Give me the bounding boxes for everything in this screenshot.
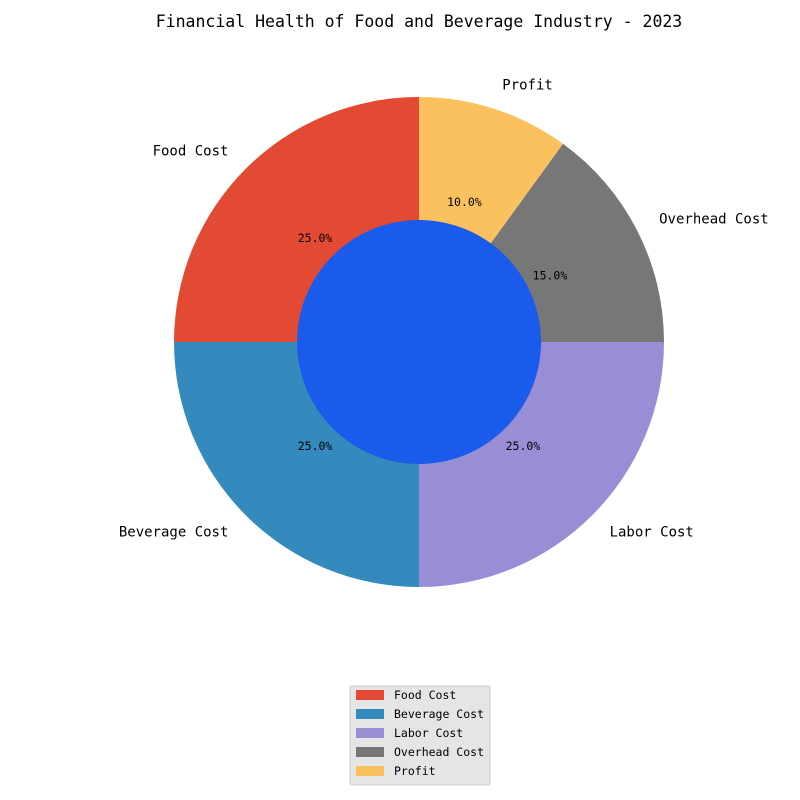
percent-labels: 25.0% 25.0% 25.0% 15.0% 10.0% (298, 195, 568, 453)
percent-label-overhead-cost: 15.0% (533, 268, 568, 282)
legend-label-overhead-cost: Overhead Cost (394, 745, 484, 759)
slice-label-overhead-cost: Overhead Cost (659, 212, 769, 228)
legend-label-profit: Profit (394, 764, 436, 778)
slice-labels: Food Cost Beverage Cost Labor Cost Overhead… (119, 78, 769, 541)
legend-swatch-beverage-cost (356, 709, 384, 719)
legend: Food Cost Beverage Cost Labor Cost Overhead… (349, 685, 491, 786)
legend-label-food-cost: Food Cost (394, 688, 456, 702)
percent-label-beverage-cost: 25.0% (298, 439, 333, 453)
legend-swatch-overhead-cost (356, 747, 384, 757)
legend-swatch-food-cost (356, 690, 384, 700)
legend-label-labor-cost: Labor Cost (394, 726, 463, 740)
percent-label-labor-cost: 25.0% (506, 439, 541, 453)
legend-item-food-cost: Food Cost (356, 688, 456, 702)
legend-item-overhead-cost: Overhead Cost (356, 745, 484, 759)
slice-label-profit: Profit (502, 78, 553, 94)
legend-items: Food Cost Beverage Cost Labor Cost Overhead… (356, 688, 484, 778)
percent-label-profit: 10.0% (447, 195, 482, 209)
slice-label-labor-cost: Labor Cost (610, 525, 694, 541)
legend-item-labor-cost: Labor Cost (356, 726, 463, 740)
legend-frame (349, 685, 491, 786)
slice-label-food-cost: Food Cost (153, 143, 229, 159)
donut-center-circle (297, 220, 541, 464)
legend-item-beverage-cost: Beverage Cost (356, 707, 484, 721)
chart-title: Financial Health of Food and Beverage In… (156, 12, 683, 31)
slice-label-beverage-cost: Beverage Cost (119, 525, 229, 541)
legend-swatch-profit (356, 766, 384, 776)
legend-label-beverage-cost: Beverage Cost (394, 707, 484, 721)
legend-swatch-labor-cost (356, 728, 384, 738)
legend-item-profit: Profit (356, 764, 436, 778)
percent-label-food-cost: 25.0% (298, 231, 333, 245)
